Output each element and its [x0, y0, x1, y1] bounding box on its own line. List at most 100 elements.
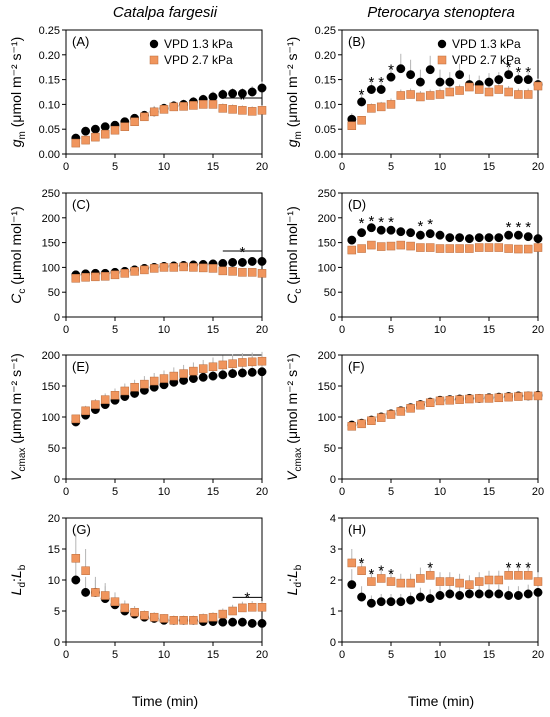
panel-e-point-vpd27: [100, 395, 110, 404]
panel-e-x-tick-label: 10: [158, 486, 170, 498]
panel-a-y-tick-label: 0.20: [39, 50, 60, 62]
panel-d-point-vpd27: [396, 240, 406, 250]
panel-a-point-vpd27: [81, 135, 90, 145]
panel-c-x-tick-label: 0: [63, 324, 69, 336]
panel-h-point-vpd13: [347, 580, 357, 590]
panel-d-point-vpd13: [474, 233, 484, 243]
panel-d-point-vpd27: [533, 243, 543, 252]
panel-a-y-tick-label: 0.15: [39, 75, 60, 87]
panel-d-point-vpd13: [455, 233, 465, 243]
panel-b-point-vpd13: [523, 75, 533, 85]
panel-a-x-tick-label: 15: [207, 161, 219, 173]
panel-a-point-vpd27: [247, 107, 257, 116]
panel-a-point-vpd13: [228, 89, 238, 98]
panel-b-point-vpd13: [406, 70, 416, 80]
panel-c-point-vpd27: [110, 270, 120, 280]
panel-d-point-vpd27: [435, 244, 445, 253]
panel-b-legend-label-vpd27: VPD 2.7 kPa: [452, 53, 521, 67]
panel-c-point-vpd27: [81, 273, 90, 282]
panel-h-significance-star: *: [368, 566, 374, 583]
panel-h-point-vpd13: [523, 589, 533, 599]
panel-b-point-vpd13: [484, 77, 494, 87]
panel-g-point-vpd27: [179, 616, 188, 625]
panel-a-point-vpd27: [149, 107, 159, 117]
panel-c-label: (C): [72, 197, 90, 212]
panel-h-point-vpd13: [376, 597, 386, 607]
panel-e-y-tick-label: 200: [42, 350, 60, 362]
panel-b-point-vpd13: [386, 72, 396, 82]
panel-a-point-vpd27: [120, 122, 130, 131]
panel-d-point-vpd13: [484, 233, 494, 243]
panel-d-point-vpd13: [435, 230, 445, 240]
panel-g-point-vpd27: [149, 612, 159, 622]
panel-h-point-vpd13: [464, 589, 474, 599]
panel-c-point-vpd27: [130, 267, 139, 276]
panel-h-x-tick-label: 0: [339, 649, 345, 661]
panel-c-x-tick-label: 5: [112, 324, 118, 336]
panel-e-point-vpd27: [238, 358, 247, 367]
panel-b-label: (B): [348, 34, 365, 49]
panel-b-point-vpd27: [474, 85, 484, 94]
x-axis-title-left: Time (min): [132, 693, 198, 709]
panel-a-point-vpd27: [169, 102, 179, 112]
panel-b-point-vpd13: [376, 85, 386, 94]
panel-a-point-vpd27: [208, 100, 218, 109]
panel-b-significance-star: *: [388, 62, 394, 79]
panel-d-x-tick-label: 20: [532, 324, 544, 336]
panel-g-point-vpd27: [189, 616, 198, 625]
panel-c-point-vpd13: [257, 256, 267, 266]
panel-c-point-vpd27: [169, 263, 179, 272]
panel-h-point-vpd13: [445, 589, 455, 599]
panel-c-y-tick-label: 100: [42, 262, 60, 274]
panel-h-point-vpd27: [523, 571, 533, 580]
panel-e-point-vpd27: [179, 369, 188, 378]
panel-f-point-vpd27: [455, 395, 464, 404]
panel-g-point-vpd27: [159, 614, 169, 623]
panel-e-point-vpd27: [71, 414, 81, 424]
panel-a-point-vpd13: [257, 83, 267, 93]
panel-h-y-tick-label: 3: [330, 544, 336, 556]
panel-b-significance-star: *: [525, 64, 531, 81]
panel-a-x-tick-label: 5: [112, 161, 118, 173]
panel-b-point-vpd27: [416, 92, 425, 102]
panel-d-point-vpd27: [425, 243, 435, 252]
panel-a-legend-marker-vpd27: [149, 55, 159, 65]
panel-a-point-vpd27: [159, 105, 169, 114]
panel-g-point-vpd13: [71, 575, 81, 585]
panel-f-point-vpd27: [416, 400, 425, 410]
column-title-left: Catalpa fargesii: [113, 4, 218, 21]
panel-a-point-vpd27: [228, 105, 237, 114]
panel-a-point-vpd27: [218, 104, 228, 113]
panel-e-point-vpd27: [110, 391, 120, 400]
panel-d-point-vpd13: [386, 225, 396, 235]
panel-e-x-tick-label: 5: [112, 486, 118, 498]
panel-e-point-vpd13: [257, 367, 267, 377]
panel-e-point-vpd27: [130, 382, 139, 392]
panel-d-frame: [341, 192, 539, 318]
panel-d-point-vpd13: [415, 230, 425, 240]
panel-h-point-vpd13: [406, 595, 416, 605]
panel-h-significance-star: *: [427, 560, 433, 577]
panel-h-point-vpd27: [376, 574, 386, 583]
panel-c-point-vpd27: [71, 274, 81, 283]
panel-a-point-vpd27: [110, 125, 120, 135]
panel-h-point-vpd13: [533, 587, 543, 597]
panel-h-point-vpd27: [357, 566, 366, 575]
panel-b-point-vpd13: [435, 77, 445, 87]
panel-a-label: (A): [72, 34, 89, 49]
panel-g-point-vpd27: [257, 603, 267, 612]
panel-d-point-vpd13: [504, 230, 514, 240]
panel-f-y-tick-label: 200: [318, 350, 336, 362]
panel-e-y-tick-label: 100: [42, 412, 60, 424]
panel-b-point-vpd13: [357, 97, 367, 107]
panel-c-point-vpd13: [218, 258, 228, 268]
panel-c-point-vpd27: [228, 267, 237, 276]
panel-c-point-vpd27: [218, 266, 228, 276]
panel-c-x-tick-label: 10: [158, 324, 170, 336]
panel-f-x-tick-label: 15: [483, 486, 495, 498]
panel-h-point-vpd13: [435, 591, 445, 600]
panel-g-point-vpd27: [247, 603, 257, 612]
panel-d-y-tick-label: 50: [324, 287, 336, 299]
